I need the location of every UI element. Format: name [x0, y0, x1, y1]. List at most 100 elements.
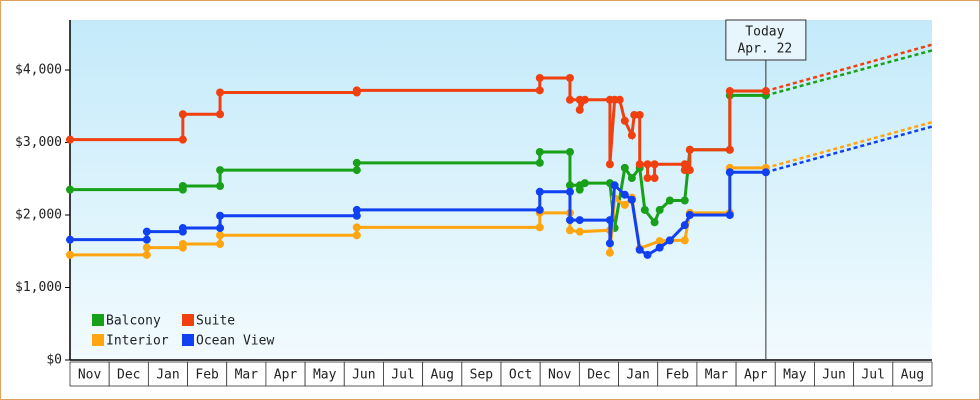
series-line [70, 93, 766, 229]
point [655, 237, 664, 246]
point [620, 190, 629, 199]
projection-line [765, 43, 933, 93]
point [352, 86, 361, 95]
x-tick-label: Jul [391, 368, 414, 383]
x-tick-label: Dec [587, 368, 610, 383]
x-tick-label: Feb [195, 368, 219, 383]
point [535, 158, 544, 167]
x-tick-label: Jan [156, 368, 179, 383]
point [575, 105, 584, 114]
point [640, 205, 649, 214]
point [535, 205, 544, 214]
x-tick-cell [422, 361, 463, 387]
x-tick-label: Oct [509, 368, 532, 383]
point [565, 187, 574, 196]
point [352, 231, 361, 240]
point [685, 166, 694, 175]
x-tick-cell [892, 361, 933, 387]
point [352, 211, 361, 220]
x-tick-label: Sep [470, 368, 494, 383]
point [580, 95, 589, 104]
point [142, 227, 151, 236]
point [630, 110, 639, 119]
point [535, 223, 544, 232]
plot-area [70, 20, 932, 360]
point [761, 87, 770, 96]
today-date: Apr. 22 [737, 42, 792, 57]
x-tick-label: Mar [235, 368, 259, 383]
point [142, 243, 151, 252]
projection-line [765, 125, 933, 174]
point [216, 182, 225, 191]
point [565, 181, 574, 190]
point [665, 196, 674, 205]
x-tick-label: Jul [861, 368, 884, 383]
x-tick-label: Nov [78, 368, 102, 383]
point [178, 135, 187, 144]
point [605, 248, 614, 257]
point [665, 236, 674, 245]
point [142, 235, 151, 244]
point [178, 110, 187, 119]
today-label: Today [745, 25, 784, 40]
x-tick-cell [853, 361, 894, 387]
projection-line [765, 49, 933, 97]
legend-swatch [182, 314, 194, 326]
point [178, 182, 187, 191]
legend-label: Ocean View [196, 334, 274, 349]
x-tick-label: May [313, 368, 337, 383]
point [680, 236, 689, 245]
point [575, 216, 584, 225]
legend-label: Balcony [106, 314, 161, 329]
x-tick-label: Jun [352, 368, 375, 383]
x-tick-label: Aug [430, 368, 453, 383]
point [605, 216, 614, 225]
point [535, 73, 544, 82]
legend-swatch [92, 314, 104, 326]
point [66, 185, 74, 194]
point [655, 243, 664, 252]
point [620, 200, 629, 209]
point [535, 147, 544, 156]
point [352, 166, 361, 175]
point [352, 158, 361, 167]
point [685, 145, 694, 154]
point [610, 181, 619, 190]
point [620, 163, 629, 172]
point [605, 239, 614, 248]
point [725, 168, 734, 177]
point [627, 174, 636, 183]
y-tick-label: $0 [46, 353, 62, 368]
point [142, 250, 151, 259]
point [725, 87, 734, 96]
point [216, 231, 225, 240]
projection-line [765, 121, 933, 170]
point [216, 211, 225, 220]
point [627, 195, 636, 204]
x-tick-cell [187, 361, 228, 387]
point [216, 224, 225, 233]
point [643, 250, 652, 259]
legend-label: Suite [196, 314, 235, 329]
point [352, 223, 361, 232]
x-tick-label: Nov [548, 368, 572, 383]
point [565, 147, 574, 156]
x-tick-label: Apr [274, 368, 298, 383]
point [605, 160, 614, 169]
point [565, 216, 574, 225]
point [565, 73, 574, 82]
x-tick-cell [735, 361, 776, 387]
x-tick-cell [814, 361, 855, 387]
series-line [70, 170, 766, 257]
x-tick-cell [696, 361, 737, 387]
y-tick-label: $3,000 [15, 135, 62, 150]
point [680, 196, 689, 205]
x-tick-label: Apr [744, 368, 768, 383]
point [680, 221, 689, 230]
point [580, 179, 589, 188]
point [535, 86, 544, 95]
x-tick-cell [578, 361, 619, 387]
y-tick-label: $1,000 [15, 280, 62, 295]
point [178, 240, 187, 249]
